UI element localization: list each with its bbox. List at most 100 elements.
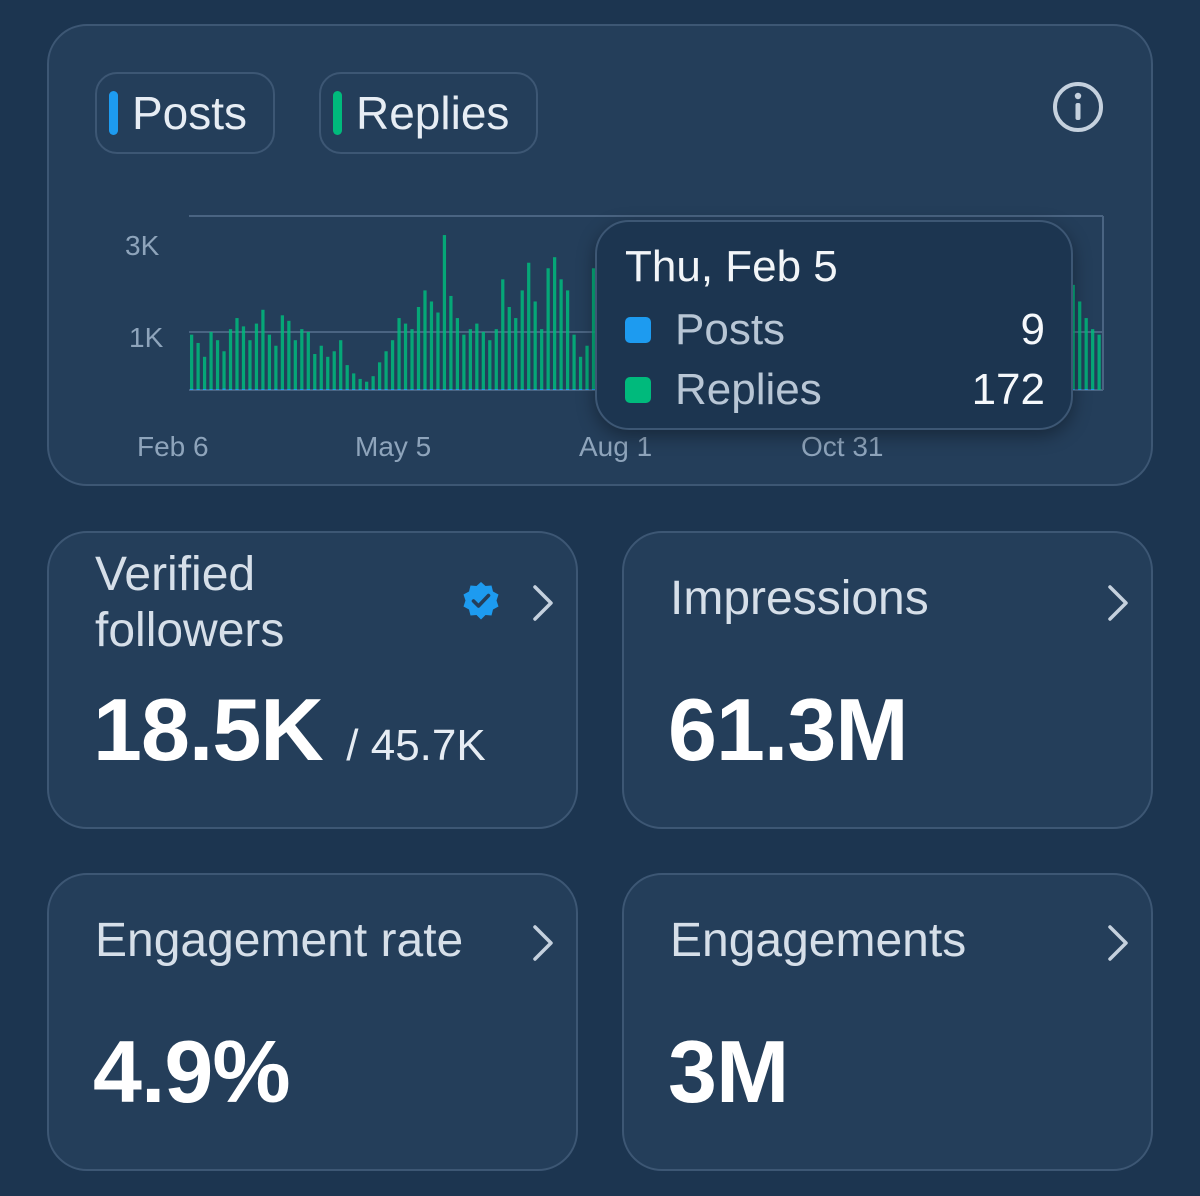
- posts-bar: [1078, 389, 1082, 390]
- posts-bar: [546, 389, 550, 390]
- replies-bar: [339, 340, 343, 390]
- posts-bar: [274, 388, 278, 390]
- chart-tooltip: Thu, Feb 5 Posts 9 Replies 172: [595, 220, 1073, 430]
- chevron-right-icon: [1108, 925, 1128, 961]
- posts-bar: [1084, 389, 1088, 390]
- replies-bar: [248, 340, 252, 390]
- total-followers-value: / 45.7K: [346, 721, 486, 770]
- replies-swatch: [333, 91, 342, 135]
- posts-bar: [565, 389, 570, 390]
- replies-bar: [345, 365, 349, 390]
- replies-bar: [222, 351, 226, 390]
- replies-bar: [313, 354, 317, 390]
- replies-bar: [390, 340, 395, 390]
- posts-bar: [591, 389, 596, 390]
- posts-bar: [494, 389, 498, 390]
- y-tick-label: 1K: [129, 322, 164, 353]
- replies-bar: [462, 334, 466, 390]
- replies-bar: [326, 356, 330, 390]
- replies-bar: [274, 345, 278, 390]
- legend-toggle-replies[interactable]: Replies: [319, 72, 538, 154]
- tooltip-posts-label: Posts: [675, 305, 786, 354]
- posts-bar: [397, 389, 401, 390]
- replies-bar: [300, 329, 304, 390]
- replies-bar: [365, 381, 369, 390]
- replies-bar: [540, 329, 544, 390]
- engagement-rate-value: 4.9%: [93, 1022, 291, 1121]
- posts-bar: [339, 389, 343, 390]
- legend-label-posts: Posts: [132, 87, 248, 139]
- replies-bar: [397, 318, 401, 390]
- replies-bar: [209, 331, 213, 390]
- posts-bar: [202, 389, 207, 390]
- chevron-right-icon: [1108, 585, 1128, 621]
- posts-bar: [293, 389, 297, 390]
- legend-toggle-posts[interactable]: Posts: [95, 72, 275, 154]
- replies-dot-icon: [625, 377, 651, 403]
- replies-bar: [533, 301, 537, 390]
- posts-bar: [358, 389, 362, 390]
- engagements-card[interactable]: Engagements 3M: [622, 873, 1153, 1171]
- verified-followers-card[interactable]: Verified followers 18.5K / 45.7K: [47, 531, 578, 829]
- replies-bar: [507, 307, 511, 390]
- replies-bar: [319, 345, 323, 390]
- replies-bar: [572, 334, 576, 390]
- replies-bar: [280, 315, 284, 390]
- verified-followers-label: Verified followers: [95, 548, 285, 657]
- engagement-rate-card[interactable]: Engagement rate 4.9%: [47, 873, 578, 1171]
- x-tick-label: Aug 1: [579, 431, 652, 462]
- replies-bar: [254, 323, 259, 390]
- replies-bar: [578, 356, 583, 390]
- posts-bar: [280, 389, 284, 390]
- replies-bar: [591, 268, 596, 390]
- posts-bar: [429, 389, 434, 390]
- replies-bar: [559, 279, 563, 390]
- posts-bar: [403, 389, 408, 390]
- replies-bar: [358, 378, 362, 390]
- posts-bar: [455, 389, 460, 390]
- posts-bar: [520, 389, 524, 390]
- replies-bar: [436, 312, 440, 390]
- replies-bar: [1084, 318, 1088, 390]
- posts-bar: [215, 389, 220, 390]
- posts-bar: [585, 389, 589, 390]
- x-tick-label: Oct 31: [801, 431, 883, 462]
- posts-bar: [390, 389, 395, 390]
- replies-bar: [501, 279, 505, 390]
- posts-bar: [196, 389, 200, 390]
- info-icon[interactable]: [1051, 80, 1105, 134]
- posts-bar: [319, 389, 323, 390]
- replies-bar: [293, 340, 297, 390]
- posts-bar: [442, 389, 447, 390]
- replies-bar: [215, 340, 220, 390]
- replies-bar: [416, 307, 421, 390]
- tooltip-row-replies: Replies 172: [625, 362, 1045, 418]
- posts-bar: [326, 389, 330, 390]
- replies-bar: [481, 331, 485, 390]
- replies-bar: [306, 331, 310, 390]
- chevron-right-icon: [533, 925, 553, 961]
- replies-bar: [553, 257, 557, 390]
- posts-bar: [1071, 389, 1075, 390]
- replies-bar: [1078, 301, 1082, 390]
- replies-bar: [565, 290, 570, 390]
- posts-swatch: [109, 91, 118, 135]
- engagement-rate-label: Engagement rate: [95, 914, 464, 967]
- posts-bar: [468, 389, 472, 390]
- posts-bar: [306, 389, 310, 390]
- posts-bar: [241, 389, 246, 390]
- posts-bar: [559, 389, 563, 390]
- replies-bar: [377, 362, 382, 390]
- posts-bar: [423, 389, 427, 390]
- posts-bar: [300, 389, 304, 390]
- impressions-card[interactable]: Impressions 61.3M: [622, 531, 1153, 829]
- replies-bar: [384, 351, 388, 390]
- replies-bar: [228, 329, 233, 390]
- posts-bar: [540, 389, 544, 390]
- replies-bar: [202, 356, 207, 390]
- posts-bar: [235, 389, 239, 390]
- replies-bar: [475, 323, 479, 390]
- posts-bar: [384, 389, 388, 390]
- posts-bar: [488, 389, 492, 390]
- replies-bar: [371, 376, 375, 390]
